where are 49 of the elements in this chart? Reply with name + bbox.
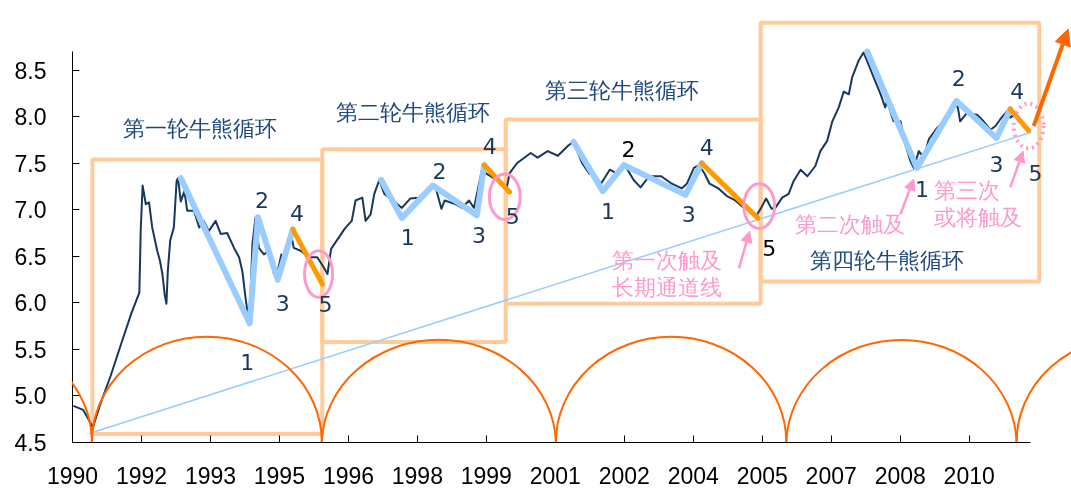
x-tick-label: 2010	[943, 462, 995, 489]
annotation: 4	[699, 135, 714, 161]
annotation: 第三轮牛熊循环	[544, 78, 699, 104]
annotation: 1	[240, 350, 255, 376]
y-tick-label: 8.5	[14, 57, 47, 84]
annotation: 第一轮牛熊循环	[123, 116, 278, 142]
annotation: 4	[1010, 78, 1025, 104]
annotation: 2	[255, 188, 270, 214]
y-tick-label: 7.0	[14, 197, 47, 224]
annotation: 5	[318, 291, 333, 317]
y-tick-label: 8.0	[14, 104, 47, 131]
y-tick-label: 4.5	[14, 430, 47, 456]
annotation: 第二次触及	[795, 212, 906, 238]
annotation: 2	[621, 137, 636, 163]
x-tick-label: 1996	[322, 462, 375, 489]
annotation: 3	[989, 152, 1004, 178]
annotation: 1	[600, 198, 615, 224]
x-tick-label: 2001	[529, 462, 581, 489]
annotation: 第三次或将触及	[933, 177, 1022, 231]
x-tick-label: 2005	[736, 462, 788, 489]
annotation: 3	[472, 222, 487, 248]
y-tick-label: 7.5	[14, 150, 47, 177]
annotation: 3	[681, 202, 696, 228]
annotation: 1	[400, 224, 415, 250]
annotation: 5	[505, 204, 520, 230]
y-tick-label: 5.5	[14, 336, 47, 363]
annotation: 4	[482, 133, 497, 159]
annotation: 2	[432, 158, 447, 184]
y-tick-label: 6.0	[14, 290, 47, 317]
x-tick-label: 1992	[115, 462, 168, 489]
x-tick-label: 2008	[874, 462, 926, 489]
x-tick-label: 2007	[805, 462, 857, 489]
x-tick-label: 2004	[667, 462, 720, 489]
annotation: 第四轮牛熊循环	[809, 247, 964, 273]
annotation: 5	[762, 235, 777, 261]
y-tick-label: 6.5	[14, 243, 47, 270]
x-tick-label: 2002	[598, 462, 650, 489]
annotation: 3	[275, 290, 290, 316]
x-tick-label: 1998	[391, 462, 443, 489]
annotation: 2	[951, 65, 966, 91]
x-tick-label: 1990	[46, 462, 99, 489]
x-tick-label: 1999	[460, 462, 512, 489]
y-tick-label: 5.0	[14, 383, 47, 410]
annotation: 5	[1028, 160, 1043, 186]
annotation: 1	[915, 177, 930, 203]
annotation: 第二轮牛熊循环	[336, 100, 491, 126]
x-tick-label: 1995	[253, 462, 305, 489]
annotation: 4	[290, 200, 304, 226]
x-tick-label: 1993	[184, 462, 237, 489]
